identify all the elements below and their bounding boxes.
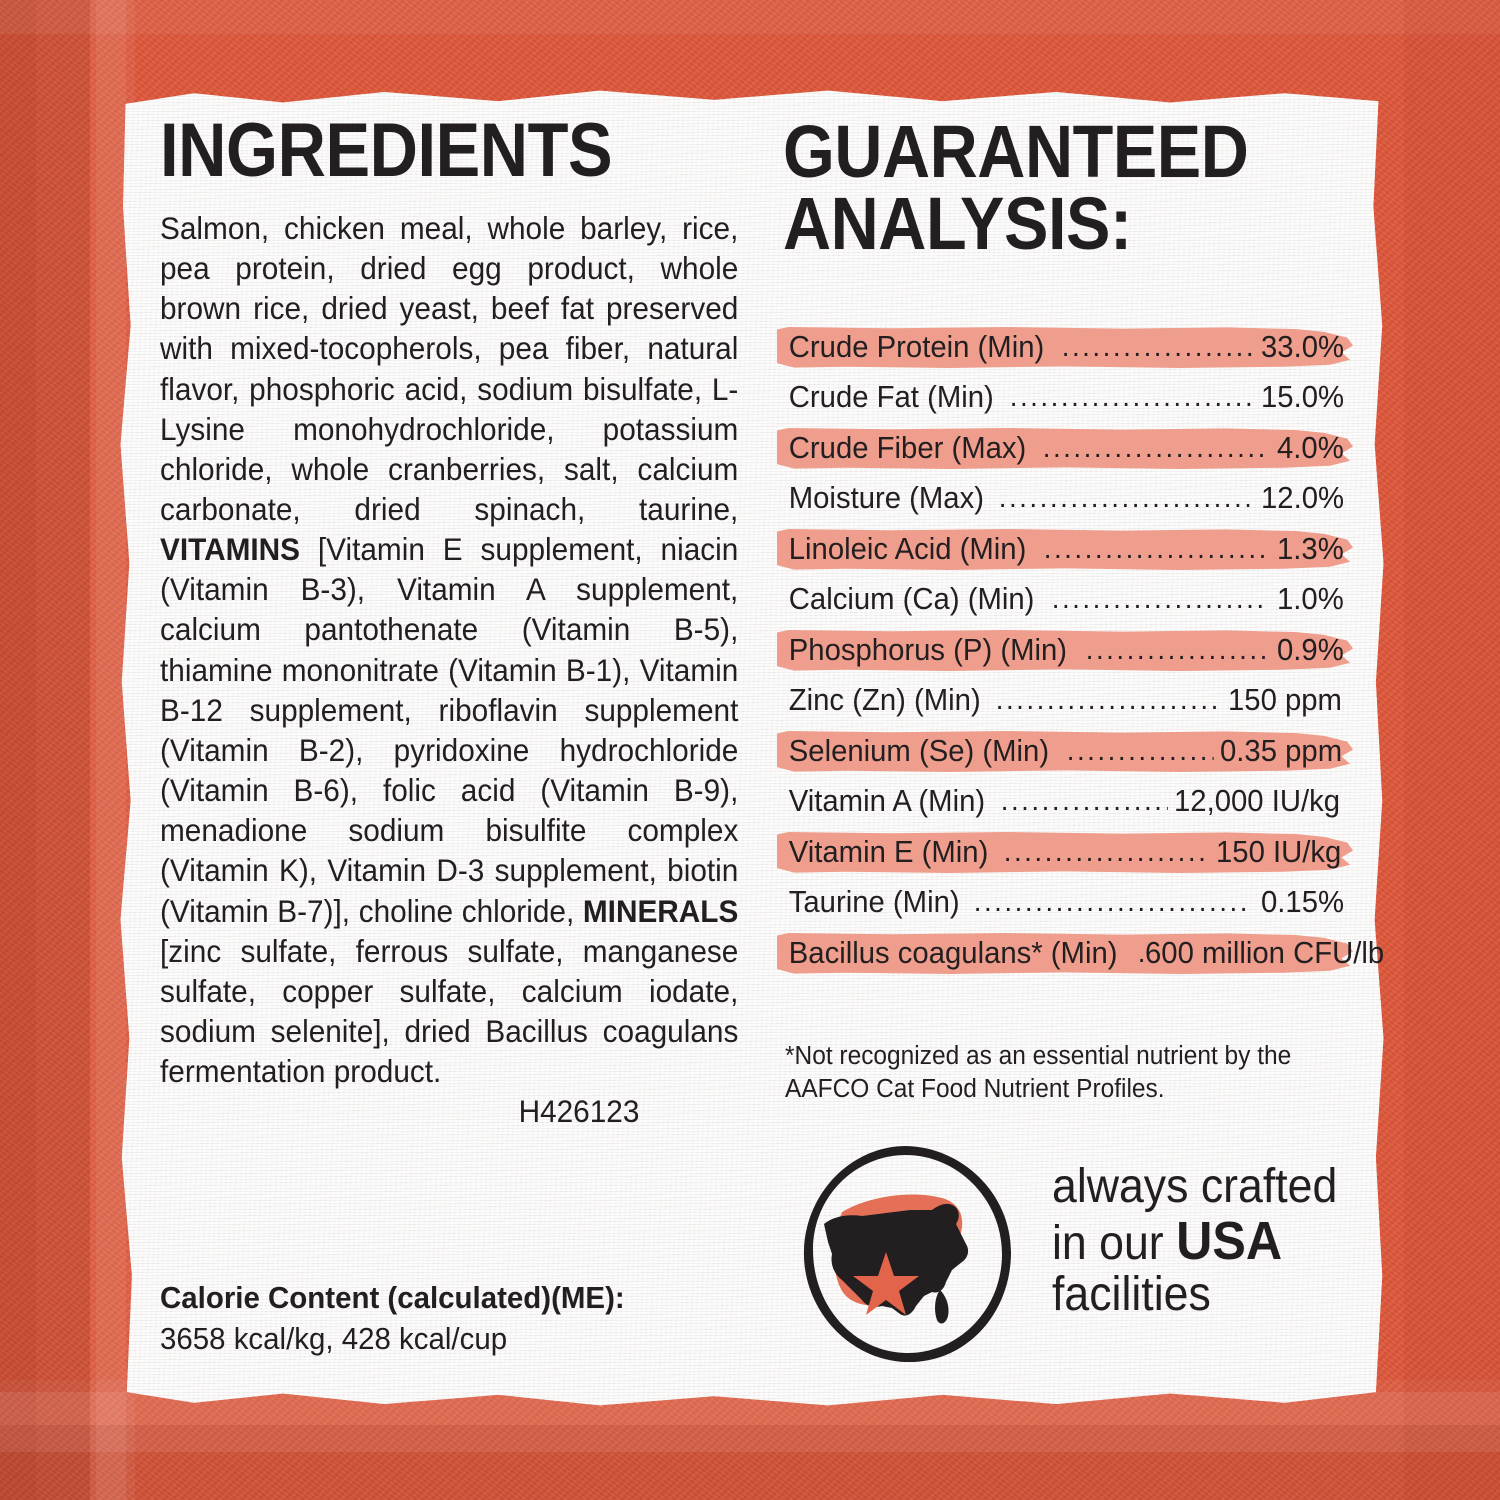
ga-row-leader-dots: ........................................… <box>999 482 1250 515</box>
ga-row-highlight-band <box>777 630 1353 671</box>
ga-row-value: 150 IU/kg <box>1216 834 1342 869</box>
guaranteed-analysis-section: GUARANTEED ANALYSIS: <box>783 110 1349 265</box>
usa-map-seal-icon <box>803 1146 1012 1363</box>
ga-row-leader-dots: ........................................… <box>1066 734 1214 767</box>
ga-row-leader-dots: ........................................… <box>1051 583 1269 616</box>
ga-row-label: Phosphorus (P) (Min) <box>788 632 1068 667</box>
minerals-label: MINERALS <box>582 892 739 929</box>
calorie-content-heading: Calorie Content (calculated)(ME): <box>160 1280 625 1315</box>
ga-row-value: 1.0% <box>1277 582 1345 617</box>
ga-row-leader-dots: ........................................… <box>1043 431 1268 464</box>
ga-row-value: 0.9% <box>1277 632 1345 667</box>
usa-badge-line-2-prefix: in our <box>1052 1216 1177 1270</box>
ga-row-label: Vitamin A (Min) <box>788 784 986 819</box>
ga-row-value: 1.3% <box>1277 531 1345 566</box>
ingredients-body: Salmon, chicken meal, whole barley, rice… <box>160 208 738 1132</box>
lot-code: H426123 <box>518 1093 640 1130</box>
ga-row-value: 12.0% <box>1260 481 1344 516</box>
usa-badge-usa-word: USA <box>1176 1210 1283 1271</box>
guaranteed-analysis-table: Crude Protein (Min).....................… <box>777 322 1385 979</box>
ga-row-leader-dots: ........................................… <box>1000 785 1167 818</box>
ga-row-highlight-band <box>777 428 1353 469</box>
ga-row-highlight-band <box>777 832 1353 873</box>
ga-row-label: Vitamin E (Min) <box>788 834 989 869</box>
ga-row-value: 33.0% <box>1260 329 1344 364</box>
ga-row-value: 0.35 ppm <box>1219 733 1342 768</box>
ga-row: Crude Fiber (Max).......................… <box>777 423 1355 474</box>
ga-row: Linoleic Acid (Min).....................… <box>777 524 1355 575</box>
calorie-content-section: Calorie Content (calculated)(ME): 3658 k… <box>160 1278 730 1360</box>
ga-row: Phosphorus (P) (Min)....................… <box>777 625 1355 676</box>
ga-row-leader-dots: ........................................… <box>973 886 1249 919</box>
ga-row-label: Zinc (Zn) (Min) <box>788 683 981 718</box>
usa-badge-line-3: facilities <box>1052 1268 1211 1322</box>
ga-row-leader-dots: ........................................… <box>1009 381 1250 414</box>
ga-row-highlight-band <box>777 933 1353 974</box>
ga-row: Selenium (Se) (Min).....................… <box>777 726 1355 777</box>
ga-row-label: Crude Protein (Min) <box>788 329 1045 364</box>
ga-row-value: 0.15% <box>1260 885 1344 920</box>
ga-row-value: 150 ppm <box>1228 683 1343 718</box>
ga-row-label: Crude Fiber (Max) <box>788 430 1027 465</box>
ga-row-highlight-band <box>777 731 1353 772</box>
ga-row: Taurine (Min)...........................… <box>783 878 1355 929</box>
ga-row: Crude Fat (Min).........................… <box>783 373 1355 424</box>
ga-row-label: Linoleic Acid (Min) <box>788 531 1027 566</box>
vitamins-label: VITAMINS <box>160 531 301 568</box>
guaranteed-analysis-heading: GUARANTEED ANALYSIS: <box>783 110 1249 265</box>
usa-badge-text: always crafted in our USA facilities <box>1052 1160 1338 1322</box>
ga-row: Vitamin A (Min).........................… <box>783 777 1355 828</box>
ga-row: Vitamin E (Min).........................… <box>777 827 1355 878</box>
usa-badge-line-2: in our USA <box>1052 1210 1331 1271</box>
ga-row: Crude Protein (Min).....................… <box>777 322 1355 373</box>
calorie-content-value: 3658 kcal/kg, 428 kcal/cup <box>160 1320 508 1356</box>
ga-row: Moisture (Max)..........................… <box>783 474 1355 525</box>
ga-row-label: Bacillus coagulans* (Min) <box>788 935 1118 970</box>
usa-badge: always crafted in our USA facilities <box>790 1140 1350 1370</box>
ga-row-value: 12,000 IU/kg <box>1174 784 1341 819</box>
lot-code-line: H426123 <box>160 1091 738 1131</box>
ingredients-section: INGREDIENTS Salmon, chicken meal, whole … <box>160 108 738 1132</box>
ga-row-leader-dots: ........................................… <box>1003 835 1208 868</box>
ga-row: Calcium (Ca) (Min)......................… <box>783 575 1355 626</box>
usa-badge-line-1: always crafted <box>1052 1160 1338 1213</box>
ingredients-heading: INGREDIENTS <box>160 108 613 193</box>
ga-row-label: Moisture (Max) <box>788 481 984 516</box>
ingredients-text-part-3: [zinc sulfate, ferrous sulfate, manganes… <box>160 932 739 1090</box>
ga-row-highlight-band <box>777 327 1353 368</box>
ga-row-label: Selenium (Se) (Min) <box>788 733 1050 768</box>
ga-row-label: Calcium (Ca) (Min) <box>788 582 1035 617</box>
ga-row-label: Taurine (Min) <box>788 885 960 920</box>
ga-row-highlight-band <box>777 529 1353 570</box>
ga-row: Bacillus coagulans* (Min)...............… <box>777 928 1385 979</box>
ga-row-leader-dots: ........................................… <box>995 684 1219 717</box>
aafco-footnote: *Not recognized as an essential nutrient… <box>785 1042 1292 1103</box>
ga-row-label: Crude Fat (Min) <box>788 380 994 415</box>
ga-row-leader-dots: ........................................… <box>1085 633 1270 666</box>
ga-row-leader-dots: ........................................… <box>1043 532 1268 565</box>
ingredients-text-part-2: [Vitamin E supplement, niacin (Vitamin B… <box>160 531 739 929</box>
ga-row-leader-dots: ........................................… <box>1061 330 1252 363</box>
ga-row-value: 15.0% <box>1260 380 1344 415</box>
ga-row-value: 600 million CFU/lb <box>1145 935 1385 970</box>
ga-row: Zinc (Zn) (Min).........................… <box>783 676 1355 727</box>
ga-row-leader-dots: ........................................… <box>1131 937 1145 970</box>
ingredients-text-part-1: Salmon, chicken meal, whole barley, rice… <box>160 209 739 527</box>
ga-row-value: 4.0% <box>1277 430 1345 465</box>
